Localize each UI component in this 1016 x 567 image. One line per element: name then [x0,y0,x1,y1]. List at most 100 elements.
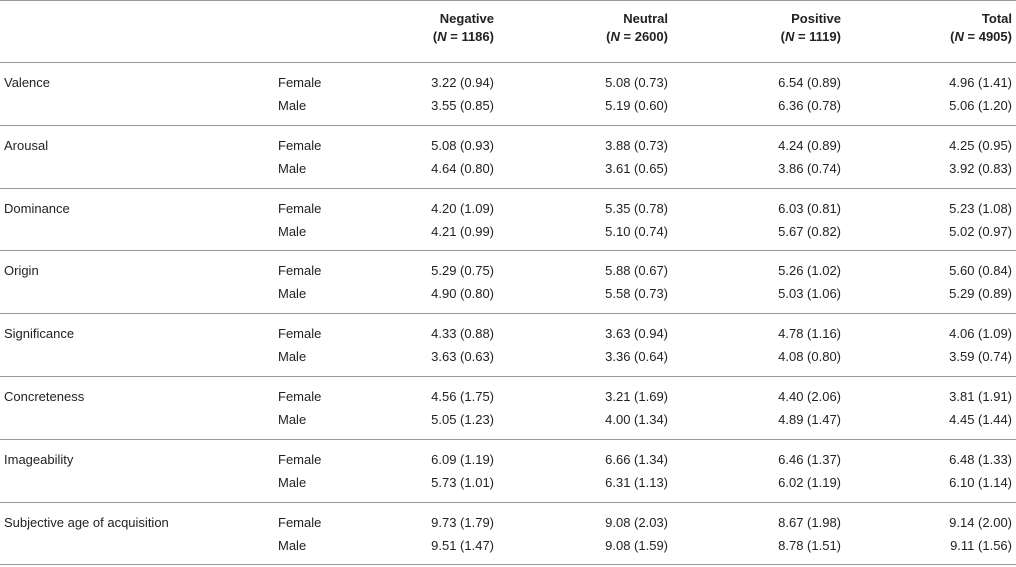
gender-label-female: Female [278,451,322,467]
column-header-negative: Negative (N = 1186) [432,11,494,44]
value-cell: 5.73 (1.01) [431,474,494,490]
row-divider [0,313,1016,314]
value-cell: 5.06 (1.20) [949,98,1012,113]
variable-label: Imageability [4,451,74,467]
gender-label-female: Female [278,263,322,279]
value-cell: 6.02 (1.19) [778,474,841,490]
row-divider [0,564,1016,565]
value-cell: 4.56 (1.75) [431,389,494,404]
value-cell: 6.48 (1.33) [949,451,1012,467]
gender-label-female: Female [278,200,322,216]
gender-label-female: Female [278,75,322,90]
value-cell: 5.29 (0.75) [431,263,494,279]
value-cell: 6.36 (0.78) [778,98,841,113]
value-cell: 4.45 (1.44) [949,412,1012,427]
value-cell: 3.21 (1.69) [605,389,668,404]
variable-label: Subjective age of acquisition [4,514,169,530]
value-cell: 3.61 (0.65) [605,160,668,176]
value-cell: 4.89 (1.47) [778,412,841,427]
value-cell: 5.08 (0.73) [605,75,668,90]
value-cell: 3.92 (0.83) [949,160,1012,176]
value-cell: 4.21 (0.99) [431,223,494,239]
value-cell: 5.29 (0.89) [949,286,1012,302]
value-cell: 4.33 (0.88) [431,326,494,342]
gender-label-female: Female [278,326,322,342]
variable-label: Arousal [4,137,49,153]
value-cell: 5.88 (0.67) [605,263,668,279]
value-cell: 4.00 (1.34) [605,412,668,427]
value-cell: 6.66 (1.34) [605,451,668,467]
value-cell: 3.59 (0.74) [949,349,1012,365]
value-cell: 6.46 (1.37) [778,451,841,467]
value-cell: 5.67 (0.82) [778,223,841,239]
value-cell: 5.10 (0.74) [605,223,668,239]
value-cell: 5.60 (0.84) [949,263,1012,279]
gender-label-male: Male [278,474,307,490]
value-cell: 5.23 (1.08) [949,200,1012,216]
gender-label-female: Female [278,137,322,153]
value-cell: 9.73 (1.79) [431,514,494,530]
value-cell: 4.20 (1.09) [431,200,494,216]
value-cell: 5.26 (1.02) [778,263,841,279]
value-cell: 4.96 (1.41) [949,75,1012,90]
gender-label-male: Male [278,349,307,365]
gender-label-male: Male [278,160,307,176]
value-cell: 4.64 (0.80) [431,160,494,176]
gender-label-male: Male [278,223,307,239]
variable-label: Valence [4,75,51,90]
value-cell: 9.08 (1.59) [605,537,668,553]
value-cell: 3.88 (0.73) [605,137,668,153]
variable-label: Origin [4,263,39,279]
value-cell: 4.06 (1.09) [949,326,1012,342]
gender-label-female: Female [278,514,322,530]
value-cell: 3.36 (0.64) [605,349,668,365]
gender-label-male: Male [278,537,307,553]
value-cell: 4.90 (0.80) [431,286,494,302]
row-divider [0,502,1016,503]
value-cell: 5.08 (0.93) [431,137,494,153]
value-cell: 9.14 (2.00) [949,514,1012,530]
value-cell: 9.51 (1.47) [431,537,494,553]
gender-label-male: Male [278,98,307,113]
row-divider [0,376,1016,377]
value-cell: 5.19 (0.60) [605,98,668,113]
row-divider [0,188,1016,189]
value-cell: 8.67 (1.98) [778,514,841,530]
value-cell: 4.25 (0.95) [949,137,1012,153]
gender-label-female: Female [278,389,322,404]
value-cell: 6.10 (1.14) [949,474,1012,490]
value-cell: 3.81 (1.91) [949,389,1012,404]
value-cell: 4.78 (1.16) [778,326,841,342]
value-cell: 5.35 (0.78) [605,200,668,216]
value-cell: 3.55 (0.85) [431,98,494,113]
gender-label-male: Male [278,286,307,302]
variable-label: Concreteness [4,389,85,404]
variable-label: Dominance [4,200,70,216]
value-cell: 4.40 (2.06) [778,389,841,404]
variable-label: Significance [4,326,75,342]
header-rule [0,62,1016,63]
value-cell: 4.08 (0.80) [778,349,841,365]
value-cell: 9.11 (1.56) [950,537,1012,553]
gender-label-male: Male [278,412,307,427]
value-cell: 3.22 (0.94) [431,75,494,90]
value-cell: 9.08 (2.03) [605,514,668,530]
value-cell: 8.78 (1.51) [778,537,841,553]
value-cell: 3.86 (0.74) [778,160,841,176]
row-divider [0,250,1016,251]
value-cell: 6.54 (0.89) [778,75,841,90]
row-divider [0,125,1016,126]
column-header-positive: Positive (N = 1119) [780,11,841,44]
value-cell: 3.63 (0.94) [605,326,668,342]
value-cell: 6.31 (1.13) [605,474,668,490]
value-cell: 3.63 (0.63) [431,349,494,365]
column-header-total: Total (N = 4905) [950,11,1012,44]
value-cell: 6.09 (1.19) [431,451,494,467]
column-header-neutral: Neutral (N = 2600) [606,11,668,44]
value-cell: 4.24 (0.89) [778,137,841,153]
value-cell: 5.58 (0.73) [605,286,668,302]
value-cell: 5.02 (0.97) [949,223,1012,239]
value-cell: 6.03 (0.81) [778,200,841,216]
value-cell: 5.05 (1.23) [431,412,494,427]
